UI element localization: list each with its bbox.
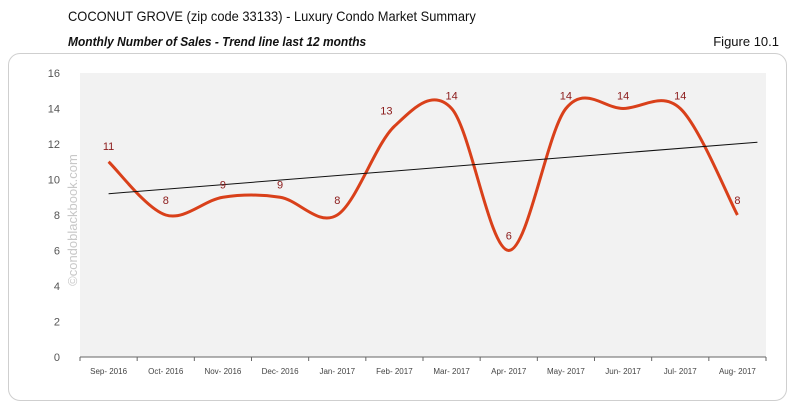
chart-title: COCONUT GROVE (zip code 33133) - Luxury … bbox=[68, 8, 476, 24]
plot-area bbox=[80, 73, 766, 357]
x-tick-label: Aug- 2017 bbox=[719, 367, 756, 376]
figure-label: Figure 10.1 bbox=[713, 34, 779, 49]
data-label: 13 bbox=[380, 105, 392, 117]
data-label: 8 bbox=[163, 195, 169, 207]
sales-line bbox=[107, 96, 739, 253]
data-label: 8 bbox=[334, 195, 340, 207]
y-tick-label: 0 bbox=[54, 352, 60, 364]
x-tick-label: Feb- 2017 bbox=[376, 367, 413, 376]
x-tick-label: Apr- 2017 bbox=[491, 367, 527, 376]
x-tick-label: Mar- 2017 bbox=[433, 367, 470, 376]
x-tick-label: Jun- 2017 bbox=[605, 367, 641, 376]
watermark: ©condoblackbook.com bbox=[65, 154, 80, 286]
y-tick-label: 14 bbox=[48, 104, 60, 116]
y-tick-label: 10 bbox=[48, 175, 60, 187]
y-tick-label: 2 bbox=[54, 317, 60, 329]
data-label: 14 bbox=[674, 91, 686, 103]
data-label: 8 bbox=[734, 195, 740, 207]
x-tick-label: May- 2017 bbox=[547, 367, 585, 376]
data-label: 14 bbox=[560, 91, 572, 103]
y-tick-label: 8 bbox=[54, 210, 60, 222]
x-tick-label: Dec- 2016 bbox=[262, 367, 299, 376]
data-label: 6 bbox=[506, 231, 512, 243]
data-label: 9 bbox=[277, 179, 283, 191]
data-label: 11 bbox=[103, 141, 114, 153]
trend-line bbox=[108, 141, 758, 195]
x-tick-label: Nov- 2016 bbox=[204, 367, 241, 376]
chart-frame bbox=[8, 53, 787, 401]
y-tick-label: 16 bbox=[48, 68, 60, 80]
x-tick-label: Jul- 2017 bbox=[664, 367, 697, 376]
data-label: 14 bbox=[617, 91, 629, 103]
x-tick-label: Oct- 2016 bbox=[148, 367, 184, 376]
data-label: 14 bbox=[445, 91, 457, 103]
y-tick-label: 4 bbox=[54, 281, 60, 293]
data-label: 9 bbox=[220, 179, 226, 191]
x-tick-label: Jan- 2017 bbox=[319, 367, 355, 376]
chart-subtitle: Monthly Number of Sales - Trend line las… bbox=[68, 34, 367, 49]
y-tick-label: 6 bbox=[54, 246, 60, 258]
x-tick-label: Sep- 2016 bbox=[90, 367, 127, 376]
y-tick-label: 12 bbox=[48, 139, 60, 151]
